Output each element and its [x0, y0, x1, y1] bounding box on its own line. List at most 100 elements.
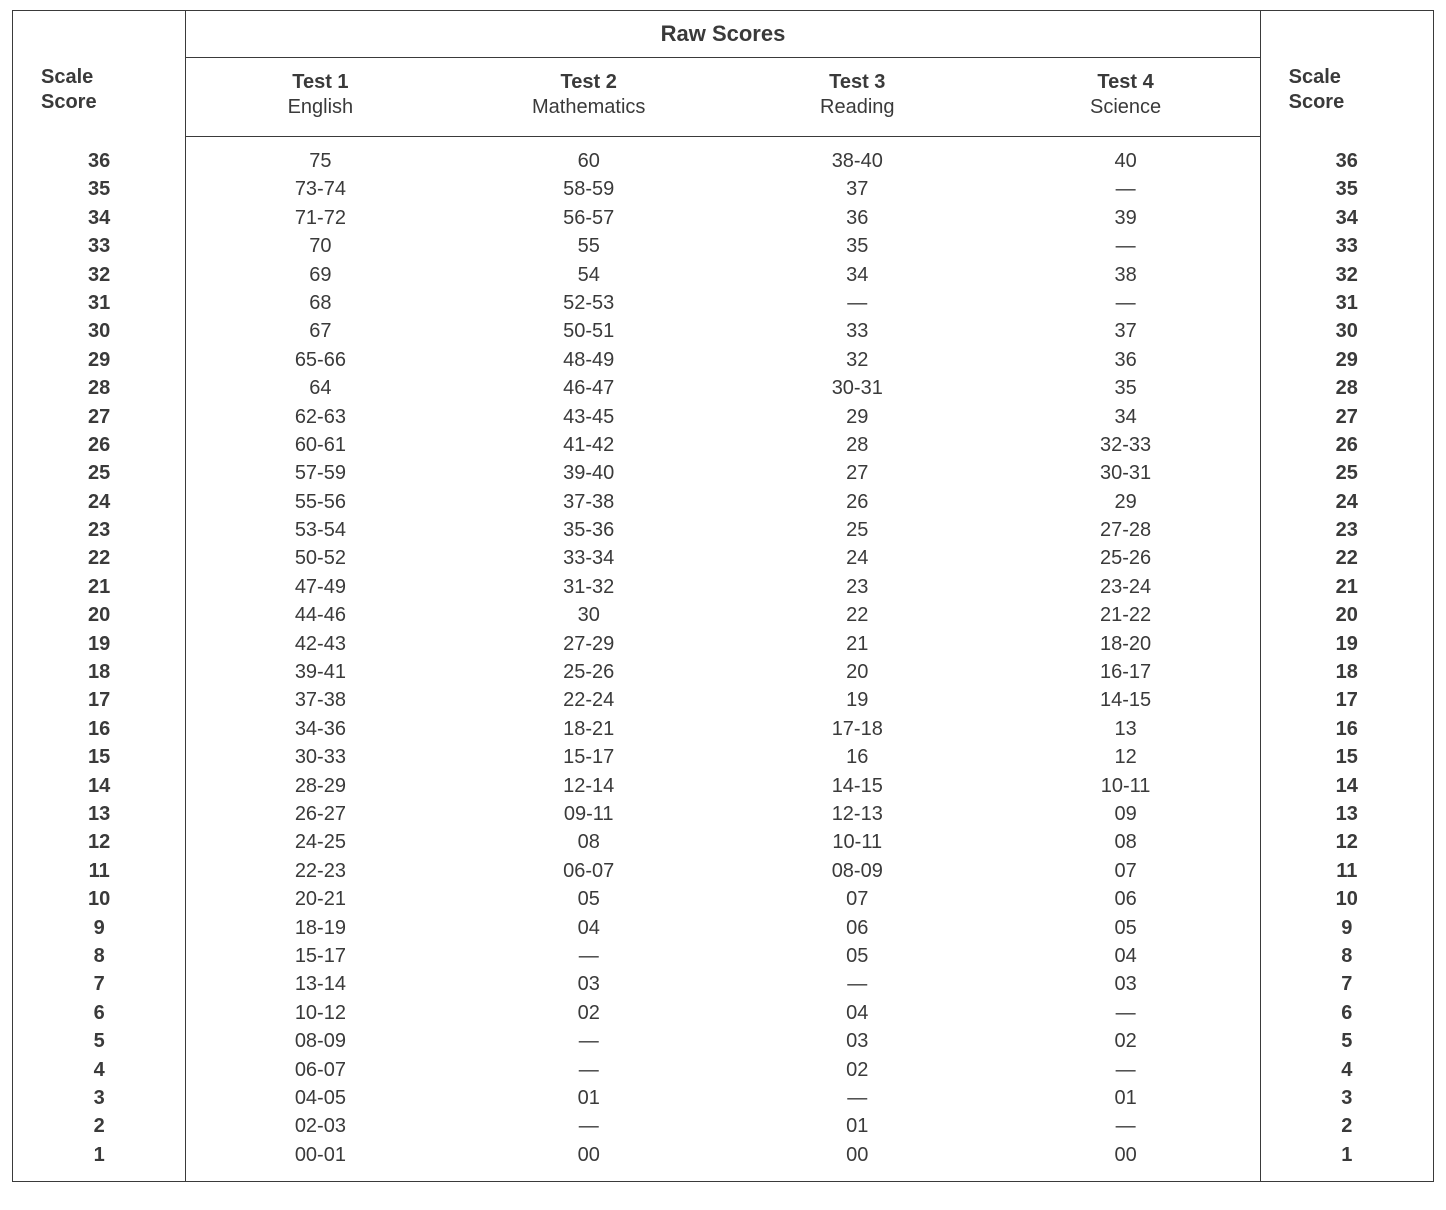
cell: 06-07	[454, 857, 723, 885]
cell: 75	[186, 137, 455, 176]
table-row: 326954343832	[13, 261, 1434, 289]
table-row: 1737-3822-241914-1517	[13, 686, 1434, 714]
cell: 18-20	[992, 630, 1261, 658]
cell: 5	[13, 1027, 186, 1055]
cell: 23	[723, 573, 992, 601]
cell: 69	[186, 261, 455, 289]
cell: 08-09	[723, 857, 992, 885]
cell: 25-26	[992, 544, 1261, 572]
cell: 31	[13, 289, 186, 317]
table-row: 1634-3618-2117-181316	[13, 715, 1434, 743]
score-table-body: 36756038-4040363573-7458-5937—353471-725…	[13, 137, 1434, 1182]
cell: 27	[1260, 403, 1433, 431]
cell: 04-05	[186, 1084, 455, 1112]
table-row: 100-010000001	[13, 1141, 1434, 1182]
cell: 06	[992, 885, 1261, 913]
cell: —	[992, 175, 1261, 203]
col-header-test1-num: Test 1	[186, 70, 454, 95]
table-row: 3573-7458-5937—35	[13, 175, 1434, 203]
cell: 40	[992, 137, 1261, 176]
col-header-test4-subject: Science	[992, 95, 1260, 120]
cell: 28	[723, 431, 992, 459]
raw-scores-header: Raw Scores	[661, 21, 786, 46]
table-row: 2660-6141-422832-3326	[13, 431, 1434, 459]
table-row: 1942-4327-292118-2019	[13, 630, 1434, 658]
cell: 21	[1260, 573, 1433, 601]
cell: 13	[992, 715, 1261, 743]
cell: 17-18	[723, 715, 992, 743]
cell: 10-12	[186, 999, 455, 1027]
cell: 23	[1260, 516, 1433, 544]
cell: 09-11	[454, 800, 723, 828]
cell: 7	[13, 970, 186, 998]
cell: 31	[1260, 289, 1433, 317]
cell: 21	[13, 573, 186, 601]
cell: 37	[723, 175, 992, 203]
cell: 02	[992, 1027, 1261, 1055]
cell: 04	[992, 942, 1261, 970]
cell: 50-51	[454, 317, 723, 345]
cell: 46-47	[454, 374, 723, 402]
table-row: 713-1403—037	[13, 970, 1434, 998]
cell: 43-45	[454, 403, 723, 431]
cell: 26	[723, 488, 992, 516]
col-header-scale-right-line2: Score	[1289, 91, 1345, 113]
cell: 00	[723, 1141, 992, 1182]
cell: 19	[1260, 630, 1433, 658]
cell: 08	[454, 828, 723, 856]
table-row: 815-17—05048	[13, 942, 1434, 970]
cell: 16	[723, 743, 992, 771]
cell: 29	[13, 346, 186, 374]
cell: 37	[992, 317, 1261, 345]
cell: 30-33	[186, 743, 455, 771]
cell: 60-61	[186, 431, 455, 459]
cell: 25	[13, 459, 186, 487]
cell: 39	[992, 204, 1261, 232]
table-row: 202-03—01—2	[13, 1112, 1434, 1140]
cell: 28-29	[186, 772, 455, 800]
cell: 38	[992, 261, 1261, 289]
cell: 30	[13, 317, 186, 345]
cell: —	[723, 970, 992, 998]
table-row: 1428-2912-1414-1510-1114	[13, 772, 1434, 800]
cell: 15-17	[454, 743, 723, 771]
cell: 23-24	[992, 573, 1261, 601]
table-row: 2762-6343-45293427	[13, 403, 1434, 431]
cell: 14	[1260, 772, 1433, 800]
cell: 26-27	[186, 800, 455, 828]
cell: 22	[13, 544, 186, 572]
cell: 12-13	[723, 800, 992, 828]
cell: 06-07	[186, 1056, 455, 1084]
cell: 04	[723, 999, 992, 1027]
cell: 05	[454, 885, 723, 913]
cell: 16	[13, 715, 186, 743]
cell: 24-25	[186, 828, 455, 856]
cell: 2	[13, 1112, 186, 1140]
cell: 25	[1260, 459, 1433, 487]
col-header-test4-num: Test 4	[992, 70, 1260, 95]
cell: 30	[454, 601, 723, 629]
cell: 30-31	[723, 374, 992, 402]
cell: 08-09	[186, 1027, 455, 1055]
cell: 04	[454, 914, 723, 942]
cell: 54	[454, 261, 723, 289]
table-row: 2147-4931-322323-2421	[13, 573, 1434, 601]
cell: 23	[13, 516, 186, 544]
cell: 44-46	[186, 601, 455, 629]
cell: 27-29	[454, 630, 723, 658]
cell: 34-36	[186, 715, 455, 743]
cell: 19	[723, 686, 992, 714]
cell: 16	[1260, 715, 1433, 743]
cell: 20	[13, 601, 186, 629]
cell: 12	[992, 743, 1261, 771]
cell: 33	[13, 232, 186, 260]
cell: 26	[13, 431, 186, 459]
cell: 05	[723, 942, 992, 970]
cell: —	[992, 289, 1261, 317]
cell: 09	[992, 800, 1261, 828]
cell: 34	[992, 403, 1261, 431]
col-header-scale-right-line1: Scale	[1289, 66, 1341, 88]
cell: —	[454, 1112, 723, 1140]
cell: 55	[454, 232, 723, 260]
cell: 03	[723, 1027, 992, 1055]
